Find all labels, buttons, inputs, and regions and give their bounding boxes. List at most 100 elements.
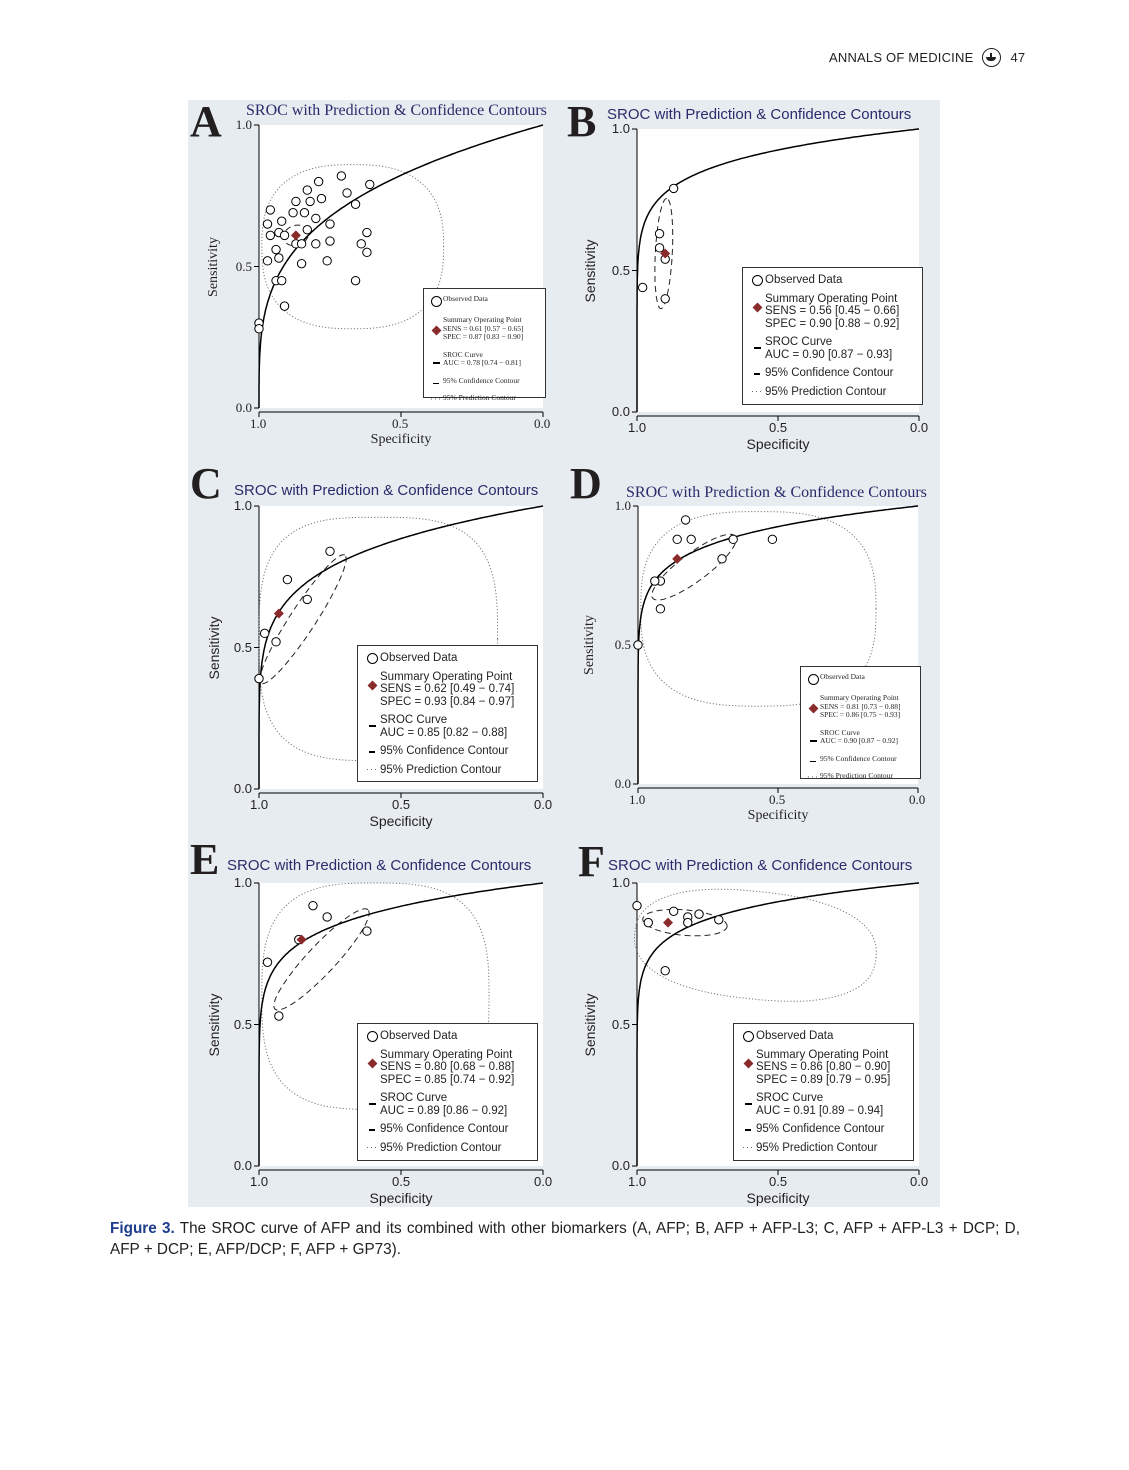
dotted-line-icon: ··· bbox=[366, 763, 378, 774]
legend-ci: 95% Confidence Contour bbox=[756, 1123, 885, 1135]
dotted-line-icon: ··· bbox=[807, 772, 819, 782]
summary-operating-point bbox=[660, 248, 671, 259]
sroc-panel-f: F SROC with Prediction & Confidence Conto… bbox=[564, 838, 940, 1208]
diamond-marker-icon bbox=[431, 325, 441, 336]
y-tick-label: 0.5 bbox=[611, 262, 630, 278]
legend-symbol bbox=[364, 1049, 380, 1068]
legend-symbol bbox=[364, 1123, 380, 1131]
legend: Observed Data Summary Operating Point SENS… bbox=[742, 267, 923, 405]
observed-data-point bbox=[262, 957, 273, 967]
legend-text: Summary Operating Point SENS = 0.62 [0.49… bbox=[380, 671, 514, 709]
legend-text: SROC Curve AUC = 0.85 [0.82 − 0.88] bbox=[380, 714, 507, 739]
sroc-curve bbox=[636, 128, 920, 412]
observed-data-point bbox=[654, 229, 665, 239]
legend-text: 95% Prediction Contour bbox=[765, 386, 886, 399]
legend-symbol: ··· bbox=[749, 386, 765, 395]
legend-text: SROC Curve AUC = 0.90 [0.87 − 0.93] bbox=[765, 336, 892, 361]
x-tick-label: 0.5 bbox=[769, 792, 786, 807]
x-tick-label: 1.0 bbox=[628, 1174, 647, 1189]
y-tick-label: 1.0 bbox=[611, 875, 630, 890]
observed-data-point bbox=[365, 179, 375, 190]
legend-entry: Summary Operating Point SENS = 0.61 [0.57… bbox=[429, 315, 540, 342]
panel-letter: F bbox=[578, 837, 605, 886]
legend-symbol bbox=[364, 652, 380, 664]
diamond-marker-icon bbox=[752, 302, 762, 312]
observed-data-point bbox=[308, 900, 318, 911]
legend-entry: ··· 95% Prediction Contour bbox=[749, 386, 916, 399]
legend-observed: Observed Data bbox=[756, 1030, 834, 1042]
observed-data-point bbox=[728, 534, 738, 545]
legend-symbol bbox=[806, 673, 820, 685]
legend-entry: ··· 95% Prediction Contour bbox=[806, 771, 915, 782]
legend-spec: SPEC = 0.89 [0.79 − 0.95] bbox=[756, 1073, 891, 1086]
diamond-marker-icon bbox=[743, 1058, 753, 1068]
legend-text: 95% Confidence Contour bbox=[443, 376, 520, 386]
circle-marker-icon bbox=[742, 1031, 754, 1042]
observed-data-point bbox=[271, 637, 281, 647]
x-tick-label: 0.0 bbox=[909, 792, 926, 807]
legend-entry: 95% Confidence Contour bbox=[429, 376, 540, 386]
y-tick-label: 0.0 bbox=[235, 400, 252, 415]
legend-auc: AUC = 0.90 [0.87 − 0.93] bbox=[765, 348, 893, 361]
legend-symbol: ··· bbox=[364, 764, 380, 773]
legend-entry: 95% Confidence Contour bbox=[364, 745, 531, 758]
legend-symbol bbox=[364, 745, 380, 753]
legend-text: 95% Prediction Contour bbox=[380, 764, 501, 777]
y-tick-label: 0.5 bbox=[233, 639, 252, 655]
observed-data-point bbox=[325, 236, 335, 246]
observed-data-point bbox=[362, 227, 372, 238]
legend-sroc: SROC Curve bbox=[443, 349, 483, 359]
legend-pi: 95% Prediction Contour bbox=[765, 385, 887, 398]
observed-data-point bbox=[654, 243, 665, 253]
x-tick-label: 0.0 bbox=[534, 1174, 553, 1189]
legend-symbol bbox=[740, 1049, 756, 1068]
panel-letter: E bbox=[190, 835, 220, 884]
solid-line-icon bbox=[368, 1103, 376, 1105]
journal-logo-icon bbox=[982, 48, 1002, 67]
summary-operating-point bbox=[663, 917, 674, 928]
solid-line-icon bbox=[744, 1103, 752, 1105]
legend-symbol bbox=[364, 671, 380, 690]
legend-entry: Summary Operating Point SENS = 0.81 [0.73… bbox=[806, 693, 915, 720]
observed-data-point bbox=[342, 188, 352, 198]
legend: Observed Data Summary Operating Point SENS… bbox=[733, 1023, 914, 1161]
y-axis-label: Sensitivity bbox=[582, 615, 597, 675]
legend-spec: SPEC = 0.90 [0.88 − 0.92] bbox=[765, 317, 900, 330]
legend-summary: Summary Operating Point bbox=[380, 670, 513, 683]
legend-entry: ··· 95% Prediction Contour bbox=[740, 1142, 907, 1155]
legend-text: Observed Data bbox=[820, 672, 865, 682]
legend-symbol bbox=[806, 755, 820, 762]
observed-data-point bbox=[362, 247, 372, 258]
observed-data-point bbox=[316, 193, 327, 204]
circle-marker-icon bbox=[430, 296, 442, 307]
sroc-panel-b: B SROC with Prediction & Confidence Conto… bbox=[564, 100, 940, 470]
panel-title: SROC with Prediction & Confidence Contou… bbox=[626, 484, 927, 501]
legend-sroc: SROC Curve bbox=[756, 1092, 824, 1104]
panel-letter: B bbox=[567, 97, 597, 146]
prediction-contour bbox=[258, 516, 499, 762]
legend-summary: Summary Operating Point bbox=[443, 315, 522, 324]
legend-entry: SROC Curve AUC = 0.90 [0.87 − 0.93] bbox=[749, 336, 916, 361]
legend-entry: 95% Confidence Contour bbox=[740, 1123, 907, 1136]
panel-title: SROC with Prediction & Confidence Contou… bbox=[234, 482, 539, 499]
observed-data-point bbox=[350, 199, 361, 209]
legend-entry: 95% Confidence Contour bbox=[364, 1123, 531, 1136]
observed-data-point bbox=[274, 1011, 284, 1021]
x-tick-label: 0.0 bbox=[910, 420, 929, 435]
y-tick-label: 0.5 bbox=[611, 1016, 630, 1032]
legend-text: 95% Confidence Contour bbox=[380, 745, 509, 758]
sroc-curve bbox=[258, 882, 544, 1166]
legend-entry: SROC Curve AUC = 0.89 [0.86 − 0.92] bbox=[364, 1092, 531, 1117]
figure-caption: Figure 3. The SROC curve of AFP and its … bbox=[110, 1218, 1020, 1260]
summary-operating-point bbox=[273, 608, 284, 619]
legend-symbol bbox=[364, 1030, 380, 1042]
dash-line-icon bbox=[754, 373, 760, 375]
legend-observed: Observed Data bbox=[380, 1030, 458, 1042]
observed-data-point bbox=[633, 640, 643, 650]
legend-entry: ··· 95% Prediction Contour bbox=[429, 393, 540, 403]
observed-data-point bbox=[282, 574, 293, 585]
y-tick-label: 1.0 bbox=[235, 117, 252, 132]
legend-observed: Observed Data bbox=[443, 294, 488, 303]
y-tick-label: 1.0 bbox=[233, 875, 252, 890]
legend-sens: SENS = 0.86 [0.80 − 0.90] bbox=[756, 1061, 891, 1073]
